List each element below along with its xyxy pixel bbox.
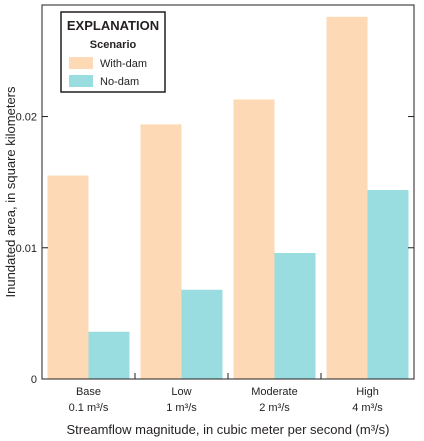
x-tick-label-flow: 4 m³/s [352,402,383,414]
x-tick-label-name: Low [171,386,191,398]
y-tick-label: 0.02 [16,112,37,124]
x-tick-label-flow: 2 m³/s [259,402,290,414]
y-axis-title: Inundated area, in square kilometers [3,86,18,298]
bar-no-dam-base [88,331,130,379]
legend-subtitle: Scenario [90,39,137,51]
x-tick-label-name: Base [76,386,101,398]
bar-with-dam-moderate [233,99,275,380]
bar-with-dam-base [47,175,89,379]
legend: EXPLANATION Scenario With-dam No-dam [60,11,166,93]
legend-label-no-dam: No-dam [100,76,139,88]
x-axis-title: Streamflow magnitude, in cubic meter per… [67,422,390,437]
legend-title: EXPLANATION [67,18,159,33]
axis-ticks: 0 0.01 0.02 Base 0.1 m³/s Low 1 m³/s Moderate 2 … [16,112,414,414]
legend-swatch-no-dam [69,75,93,87]
legend-label-with-dam: With-dam [100,58,147,70]
y-tick-label: 0 [31,374,37,386]
x-tick-label-flow: 0.1 m³/s [69,402,109,414]
bar-with-dam-high [326,16,368,380]
x-tick-label-name: Moderate [251,386,297,398]
bar-with-dam-low [140,124,182,379]
bar-no-dam-low [181,289,223,379]
x-tick-label-name: High [356,386,379,398]
x-tick-label-flow: 1 m³/s [166,402,197,414]
bar-no-dam-high [367,190,409,379]
y-tick-label: 0.01 [16,243,37,255]
bars-layer [47,16,409,380]
legend-swatch-with-dam [69,57,93,69]
bar-no-dam-moderate [274,253,316,379]
legend-items: With-dam No-dam [69,57,147,88]
